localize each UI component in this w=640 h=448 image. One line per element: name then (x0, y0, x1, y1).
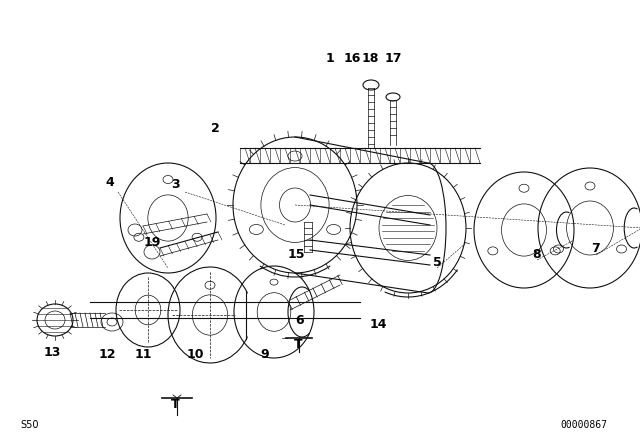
Text: 4: 4 (106, 176, 115, 189)
Text: 10: 10 (186, 349, 204, 362)
Text: 5: 5 (433, 255, 442, 268)
Text: 9: 9 (260, 349, 269, 362)
Text: 15: 15 (287, 249, 305, 262)
Text: 12: 12 (99, 349, 116, 362)
Text: 17: 17 (384, 52, 402, 65)
Text: 6: 6 (296, 314, 304, 327)
Text: S50: S50 (20, 420, 38, 430)
Text: 7: 7 (591, 241, 600, 254)
Text: 00000867: 00000867 (560, 420, 607, 430)
Text: 3: 3 (171, 178, 179, 191)
Text: T: T (171, 399, 179, 412)
Text: 2: 2 (211, 121, 220, 134)
Text: 13: 13 (44, 345, 61, 358)
Text: T: T (294, 339, 302, 352)
Text: 18: 18 (362, 52, 379, 65)
Text: 19: 19 (143, 236, 161, 249)
Text: 1: 1 (326, 52, 334, 65)
Text: 16: 16 (343, 52, 361, 65)
Text: 11: 11 (134, 349, 152, 362)
Text: 14: 14 (369, 319, 387, 332)
Text: 8: 8 (532, 249, 541, 262)
